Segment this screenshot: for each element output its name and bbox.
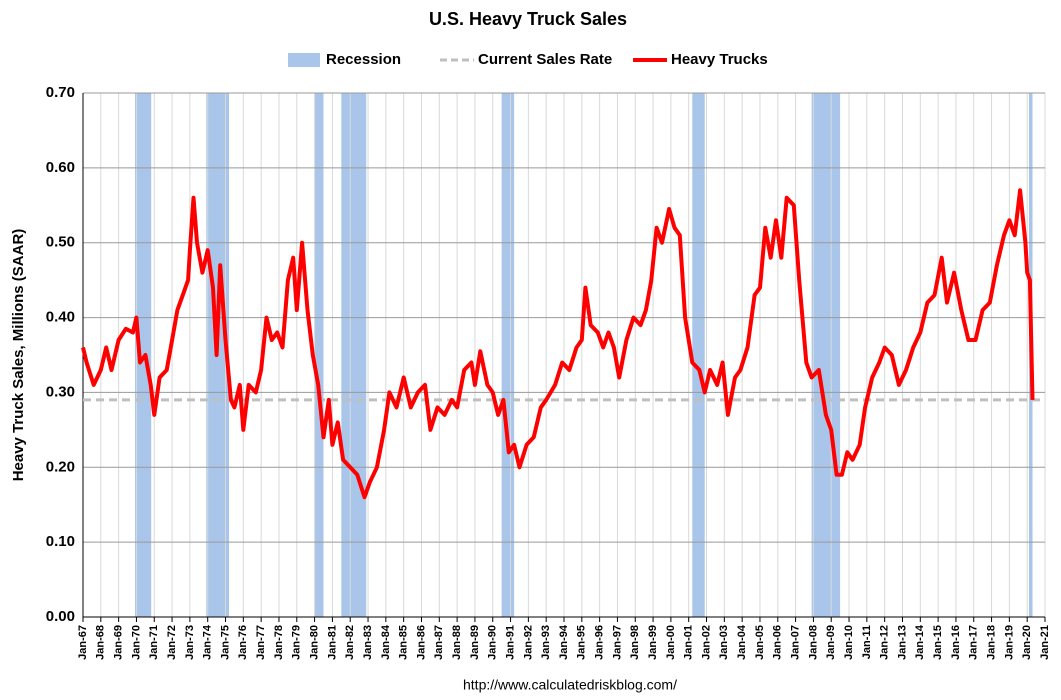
legend-swatch bbox=[288, 53, 320, 67]
x-tick-label: Jan-90 bbox=[487, 625, 499, 660]
x-tick-label: Jan-11 bbox=[861, 625, 873, 659]
x-tick-label: Jan-94 bbox=[558, 624, 570, 660]
x-tick-label: Jan-09 bbox=[825, 625, 837, 660]
x-tick-label: Jan-74 bbox=[202, 624, 214, 660]
x-tick-label: Jan-21 bbox=[1039, 625, 1051, 660]
chart-title: U.S. Heavy Truck Sales bbox=[429, 9, 627, 29]
x-tick-label: Jan-96 bbox=[594, 625, 606, 660]
x-tick-label: Jan-92 bbox=[522, 625, 534, 660]
legend-label: Recession bbox=[326, 51, 401, 68]
x-tick-label: Jan-69 bbox=[113, 625, 125, 660]
x-tick-label: Jan-02 bbox=[700, 625, 712, 660]
x-tick-label: Jan-14 bbox=[914, 624, 926, 660]
y-tick-label: 0.20 bbox=[46, 458, 75, 475]
y-tick-label: 0.00 bbox=[46, 608, 75, 625]
x-tick-label: Jan-72 bbox=[166, 625, 178, 660]
x-tick-label: Jan-89 bbox=[469, 625, 481, 660]
x-tick-label: Jan-10 bbox=[843, 625, 855, 660]
y-axis-label: Heavy Truck Sales, Millions (SAAR) bbox=[10, 229, 27, 482]
x-tick-label: Jan-68 bbox=[95, 625, 107, 660]
x-tick-label: Jan-98 bbox=[629, 625, 641, 660]
x-tick-label: Jan-80 bbox=[308, 625, 320, 660]
x-tick-label: Jan-87 bbox=[433, 625, 445, 660]
x-tick-label: Jan-15 bbox=[932, 625, 944, 660]
data-line bbox=[81, 188, 1035, 500]
legend-label: Current Sales Rate bbox=[478, 51, 612, 68]
x-tick-label: Jan-75 bbox=[219, 625, 231, 660]
y-tick-label: 0.40 bbox=[46, 309, 75, 326]
x-tick-label: Jan-91 bbox=[504, 625, 516, 660]
x-tick-label: Jan-16 bbox=[950, 625, 962, 660]
recession-band bbox=[692, 93, 705, 617]
x-tick-label: Jan-77 bbox=[255, 625, 267, 660]
recession-band bbox=[341, 93, 367, 617]
x-tick-label: Jan-95 bbox=[576, 625, 588, 660]
x-tick-label: Jan-97 bbox=[611, 625, 623, 660]
legend-label: Heavy Trucks bbox=[671, 51, 768, 68]
recession-band bbox=[314, 93, 324, 617]
x-tick-label: Jan-06 bbox=[772, 625, 784, 660]
y-tick-label: 0.60 bbox=[46, 159, 75, 176]
x-tick-label: Jan-81 bbox=[326, 625, 338, 660]
x-tick-label: Jan-99 bbox=[647, 625, 659, 660]
x-tick-label: Jan-85 bbox=[398, 625, 410, 660]
x-tick-label: Jan-17 bbox=[968, 625, 980, 660]
x-tick-label: Jan-67 bbox=[77, 625, 89, 660]
x-tick-label: Jan-18 bbox=[985, 625, 997, 660]
x-tick-label: Jan-78 bbox=[273, 625, 285, 660]
x-tick-label: Jan-12 bbox=[879, 625, 891, 660]
x-tick-label: Jan-73 bbox=[184, 625, 196, 660]
y-tick-label: 0.70 bbox=[46, 84, 75, 101]
x-tick-label: Jan-20 bbox=[1021, 625, 1033, 660]
x-tick-label: Jan-03 bbox=[718, 625, 730, 660]
y-tick-label: 0.50 bbox=[46, 234, 75, 251]
x-tick-label: Jan-71 bbox=[148, 625, 160, 660]
x-tick-label: Jan-07 bbox=[789, 625, 801, 660]
x-tick-label: Jan-93 bbox=[540, 625, 552, 660]
x-tick-label: Jan-83 bbox=[362, 625, 374, 660]
x-tick-label: Jan-00 bbox=[665, 625, 677, 660]
x-tick-label: Jan-84 bbox=[380, 624, 392, 660]
x-tick-label: Jan-86 bbox=[415, 625, 427, 660]
x-tick-label: Jan-88 bbox=[451, 625, 463, 660]
x-tick-label: Jan-08 bbox=[807, 625, 819, 660]
recession-band bbox=[811, 93, 841, 617]
recession-band bbox=[501, 93, 515, 617]
x-tick-label: Jan-82 bbox=[344, 625, 356, 660]
source: http://www.calculatedriskblog.com/ bbox=[463, 677, 677, 693]
x-tick-label: Jan-01 bbox=[683, 625, 695, 660]
y-tick-label: 0.30 bbox=[46, 383, 75, 400]
x-tick-label: Jan-76 bbox=[237, 625, 249, 660]
y-tick-label: 0.10 bbox=[46, 533, 75, 550]
x-tick-label: Jan-04 bbox=[736, 624, 748, 660]
x-tick-label: Jan-05 bbox=[754, 625, 766, 660]
x-tick-label: Jan-70 bbox=[130, 625, 142, 660]
x-tick-label: Jan-13 bbox=[896, 625, 908, 660]
x-tick-label: Jan-19 bbox=[1003, 625, 1015, 660]
x-tick-label: Jan-79 bbox=[291, 625, 303, 660]
